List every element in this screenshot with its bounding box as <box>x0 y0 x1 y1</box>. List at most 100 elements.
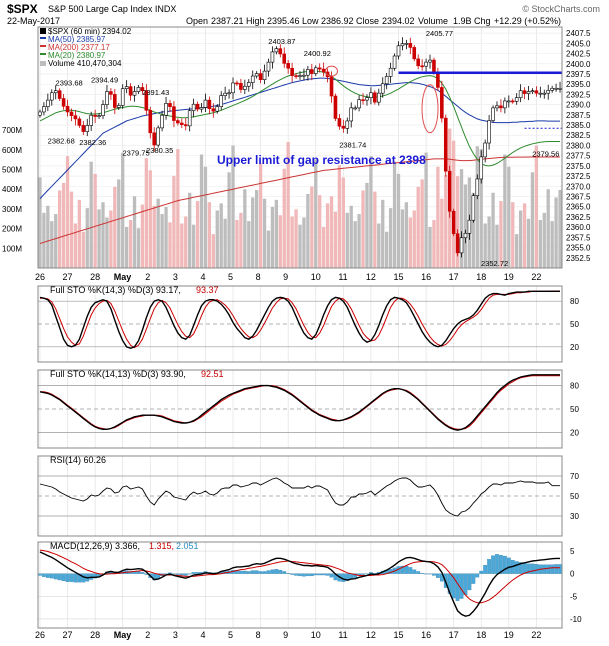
candle-body <box>235 82 239 85</box>
macd-histogram-bar <box>432 573 436 576</box>
macd-histogram-bar <box>436 573 440 578</box>
price-annotation-label: 2382.36 <box>79 138 106 147</box>
volume-bar <box>432 219 436 268</box>
osc-tick-label: 80 <box>570 382 579 391</box>
price-tick-label: 2407.5 <box>566 29 591 38</box>
macd-histogram-bar <box>361 573 365 575</box>
candle-body <box>156 127 160 146</box>
close-label: Close <box>356 16 379 26</box>
x-tick-label: 5 <box>228 272 233 282</box>
candle-body <box>199 107 204 110</box>
low-value: 2386.92 <box>321 16 354 26</box>
price-tick-label: 2380.0 <box>566 141 591 150</box>
osc-tick-label: 70 <box>570 472 579 481</box>
macd-histogram-bar <box>45 573 50 578</box>
volume-bar <box>270 206 275 268</box>
volume-bar <box>444 175 448 268</box>
candle-body <box>152 132 157 146</box>
sto1-d-line <box>40 290 560 349</box>
chg-value: +12.29 (+0.52%) <box>494 16 561 26</box>
candle-body <box>215 106 220 112</box>
price-annotation-label: 2403.87 <box>268 37 295 46</box>
macd-line <box>39 551 560 617</box>
gap-resistance-annotation: Upper limit of gap resistance at 2398 <box>217 153 426 167</box>
candle-body <box>530 90 535 93</box>
volume-bar <box>156 198 160 268</box>
candle-body <box>475 178 480 197</box>
volume-bar <box>54 214 58 268</box>
macd-histogram-bar <box>483 564 488 574</box>
volume-bar <box>219 203 223 268</box>
open-value: 2387.21 <box>211 16 244 26</box>
volume-bar <box>428 227 432 268</box>
macd-histogram-bar <box>495 554 499 574</box>
macd-panel: 5 0 -5 -10 <box>37 541 582 629</box>
candle-body <box>440 87 444 119</box>
macd-histogram-bar <box>526 563 531 574</box>
candle-body <box>38 111 42 116</box>
candle-body <box>416 58 420 67</box>
chg-label: Chg <box>474 16 491 26</box>
candle-body <box>317 67 322 70</box>
x-tick-label: May <box>114 272 132 282</box>
price-annotation-label: 2352.72 <box>481 259 508 268</box>
volume-bar <box>408 217 412 268</box>
candle-body <box>160 114 164 129</box>
candle-body <box>534 90 539 94</box>
macd-histogram-bar <box>459 573 464 599</box>
macd-tick-label: -10 <box>570 615 582 624</box>
volume-bar <box>239 212 243 268</box>
legend-ma50: MA(50) 2385.97 <box>48 35 106 44</box>
volume-bar <box>471 192 476 268</box>
candle-body <box>140 87 145 92</box>
candle-body <box>361 99 365 102</box>
candle-body <box>246 82 251 87</box>
candle-body <box>388 67 393 77</box>
candle-body <box>101 104 105 116</box>
volume-bar <box>321 227 326 268</box>
volume-bar <box>404 202 409 268</box>
volume-bar <box>223 218 227 268</box>
candle-body <box>353 107 357 110</box>
macd-histogram-bar <box>424 573 428 575</box>
volume-bar <box>278 215 282 268</box>
price-tick-label: 2375.0 <box>566 162 591 171</box>
volume-bar <box>50 221 54 268</box>
volume-bar <box>416 186 420 268</box>
volume-bar <box>42 212 46 268</box>
candle-body <box>499 105 503 109</box>
candle-body <box>278 48 283 55</box>
volume-bar <box>89 161 93 268</box>
price-tick-label: 2390.0 <box>566 101 591 110</box>
macd-histogram-bar <box>266 570 271 574</box>
candle-body <box>65 105 70 113</box>
volume-bar <box>377 223 381 268</box>
volume-bar <box>424 152 428 268</box>
macd-signal-line <box>39 549 560 604</box>
macd-signal-label: 1.315, <box>149 541 174 551</box>
macd-histogram-bar <box>499 555 503 574</box>
candle-body <box>518 90 523 98</box>
candle-body <box>542 92 547 95</box>
candle-body <box>243 85 247 90</box>
candle-body <box>239 83 243 90</box>
macd-histogram-bar <box>258 571 263 574</box>
volume-bar <box>436 166 440 268</box>
candle-body <box>447 170 452 212</box>
candle-body <box>420 65 424 68</box>
candle-body <box>487 120 491 144</box>
volume-bar <box>538 219 542 268</box>
x-tick-label-bottom: 22 <box>531 630 541 640</box>
macd-histogram-bar <box>479 570 484 574</box>
legend-price-swatch <box>40 28 46 34</box>
volume-bar <box>121 152 125 268</box>
price-annotation-label: 2381.74 <box>339 140 366 149</box>
candle-body <box>302 74 306 77</box>
chart-date: 22-May-2017 <box>7 16 60 26</box>
volume-bar <box>373 191 377 268</box>
x-tick-label: 17 <box>449 272 459 282</box>
x-tick-label: 18 <box>476 272 486 282</box>
candle-body <box>203 99 208 108</box>
candle-body <box>176 120 180 124</box>
x-tick-label-bottom: 28 <box>90 630 100 640</box>
